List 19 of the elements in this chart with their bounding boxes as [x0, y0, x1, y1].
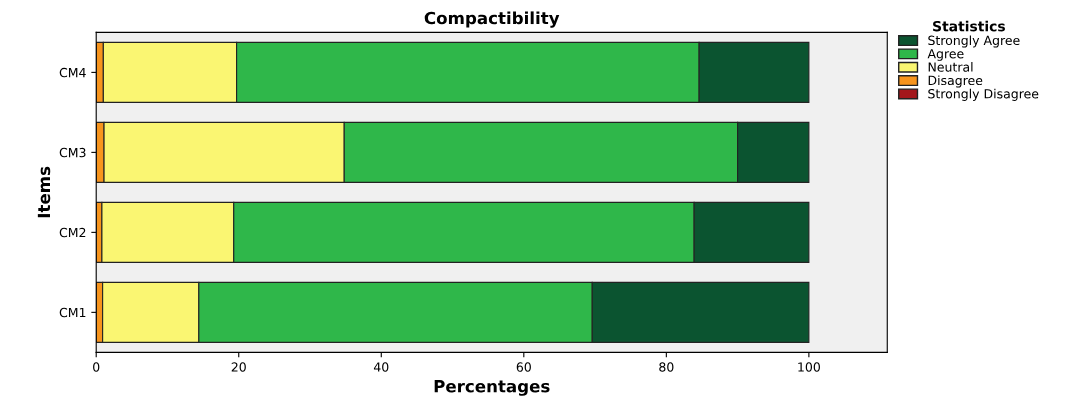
legend-label: Disagree: [928, 75, 983, 88]
legend-label: Strongly Disagree: [928, 88, 1039, 101]
y-tick-label: CM2: [59, 227, 86, 238]
legend-label: Neutral: [928, 62, 973, 72]
legend-label: Strongly Agree: [928, 35, 1020, 48]
x-tick-label: 100: [798, 362, 820, 372]
legend-title: Statistics: [933, 20, 1005, 32]
y-tick-label: CM4: [59, 67, 86, 78]
y-tick-label: CM1: [59, 307, 86, 318]
x-tick-label: 40: [373, 362, 389, 372]
y-axis-title: Items: [37, 166, 51, 218]
legend-label: Agree: [927, 49, 964, 61]
x-tick-label: 20: [231, 362, 246, 372]
x-tick-label: 60: [516, 362, 531, 372]
x-tick-label: 80: [659, 362, 674, 372]
x-axis-title: Percentages: [434, 380, 550, 396]
chart-title: Compactibility: [424, 11, 560, 28]
x-tick-label: 0: [93, 362, 100, 372]
y-tick-label: CM3: [59, 147, 86, 158]
